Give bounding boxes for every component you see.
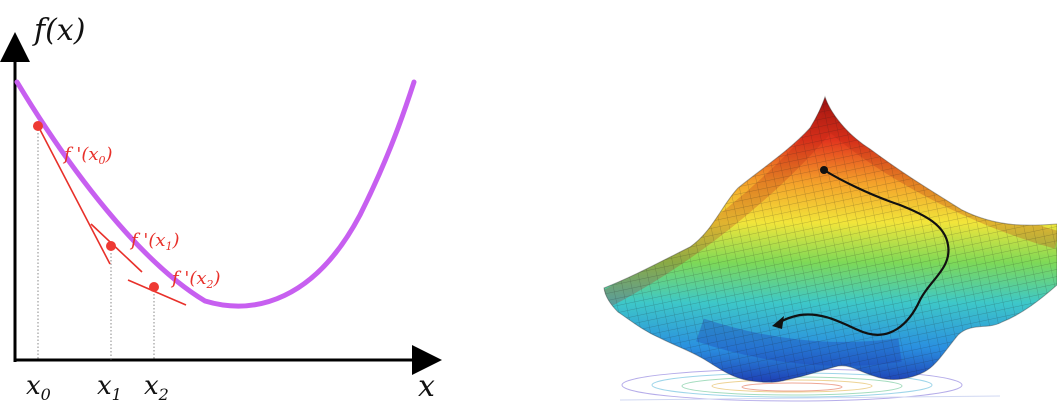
y-axis-label: f(x) (32, 13, 85, 48)
point-x2 (149, 282, 159, 292)
derivative-label-x0-sub: 0 (99, 154, 106, 167)
x-tick-label-0-sub: 0 (41, 385, 51, 404)
x-axis-label: x (418, 369, 435, 404)
x-tick-label-2-base: x (144, 371, 159, 401)
x-tick-label-1-base: x (97, 371, 112, 401)
derivative-label-x0-base: f '(x (62, 144, 99, 165)
derivative-label-x2-close: ) (213, 268, 221, 289)
descent-path-line (775, 169, 950, 336)
x-tick-label-1: x1 (97, 371, 122, 404)
derivative-label-x2-base: f '(x (170, 268, 207, 289)
x-tick-label-2-sub: 2 (158, 385, 169, 404)
derivative-label-x1-sub: 1 (166, 240, 173, 253)
derivative-label-x0: f '(x0) (62, 144, 113, 167)
right-plot (603, 96, 1057, 402)
x-tick-label-1-sub: 1 (112, 385, 122, 404)
x-tick-label-0-base: x (26, 371, 41, 401)
contour-base (619, 368, 1001, 402)
point-x0 (33, 121, 43, 131)
function-curve (14, 79, 417, 309)
derivative-label-x2-sub: 2 (206, 278, 214, 291)
loss-surface (603, 96, 1057, 383)
left-plot: f(x) x f '(x0) f '(x1) f '(x2) x0 x1 x2 (0, 13, 442, 404)
point-x1 (106, 241, 116, 251)
tangent-line-x0 (35, 121, 111, 265)
tangent-line-x2 (127, 279, 187, 306)
x-tick-label-0: x0 (26, 371, 51, 404)
derivative-label-x1: f '(x1) (129, 230, 180, 253)
tangent-line-x1 (90, 223, 143, 273)
descent-arrowhead (772, 316, 784, 329)
derivative-label-x1-close: ) (172, 230, 180, 251)
descent-start-point (820, 166, 828, 174)
derivative-label-x0-close: ) (105, 144, 113, 165)
descent-path (772, 166, 950, 336)
derivative-label-x1-base: f '(x (129, 230, 166, 251)
derivative-label-x2: f '(x2) (170, 268, 221, 291)
x-tick-label-2: x2 (144, 371, 169, 404)
